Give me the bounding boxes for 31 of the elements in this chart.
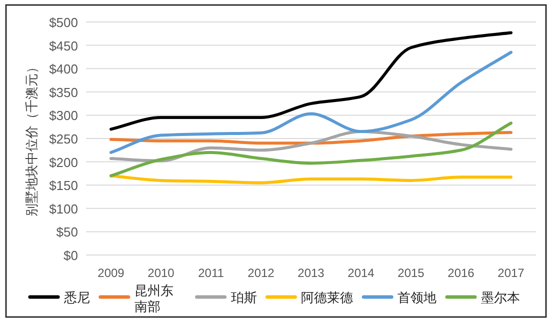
line-series (110, 122, 512, 178)
y-tick-label: $100 (49, 201, 78, 216)
y-axis-title: 别墅地块中位价（千澳元） (24, 60, 39, 216)
y-tick-label: $200 (49, 154, 78, 170)
legend-label: 昆州东南部 (134, 283, 174, 314)
x-tick-label: 2014 (348, 266, 375, 280)
x-tick-label: 2010 (148, 266, 175, 280)
x-tick-label: 2011 (198, 266, 224, 280)
legend-label: 珀斯 (230, 290, 257, 305)
line-series (110, 50, 512, 154)
legend-label: 悉尼 (63, 290, 90, 305)
y-tick-label: $400 (49, 62, 78, 77)
y-tick-label: $300 (49, 108, 78, 124)
x-tick-label: 2009 (98, 266, 125, 280)
y-tick-label: $150 (49, 178, 78, 194)
x-tick-label: 2017 (498, 266, 525, 280)
legend-label: 阿德莱德 (301, 290, 354, 305)
y-tick-label: $250 (49, 132, 78, 146)
legend-label: 首领地 (398, 290, 437, 305)
legend-label: 墨尔本 (481, 290, 520, 305)
line-series (110, 31, 512, 131)
x-tick-label: 2013 (298, 266, 325, 280)
y-tick-label: $0 (64, 248, 78, 263)
x-tick-label: 2012 (248, 266, 275, 280)
x-tick-label: 2016 (448, 266, 475, 280)
x-tick-label: 2015 (398, 266, 425, 280)
y-tick-label: $350 (49, 84, 78, 100)
y-tick-label: $500 (49, 15, 78, 30)
y-tick-label: $450 (49, 38, 78, 54)
line-series (110, 174, 512, 184)
y-tick-label: $50 (56, 224, 78, 240)
